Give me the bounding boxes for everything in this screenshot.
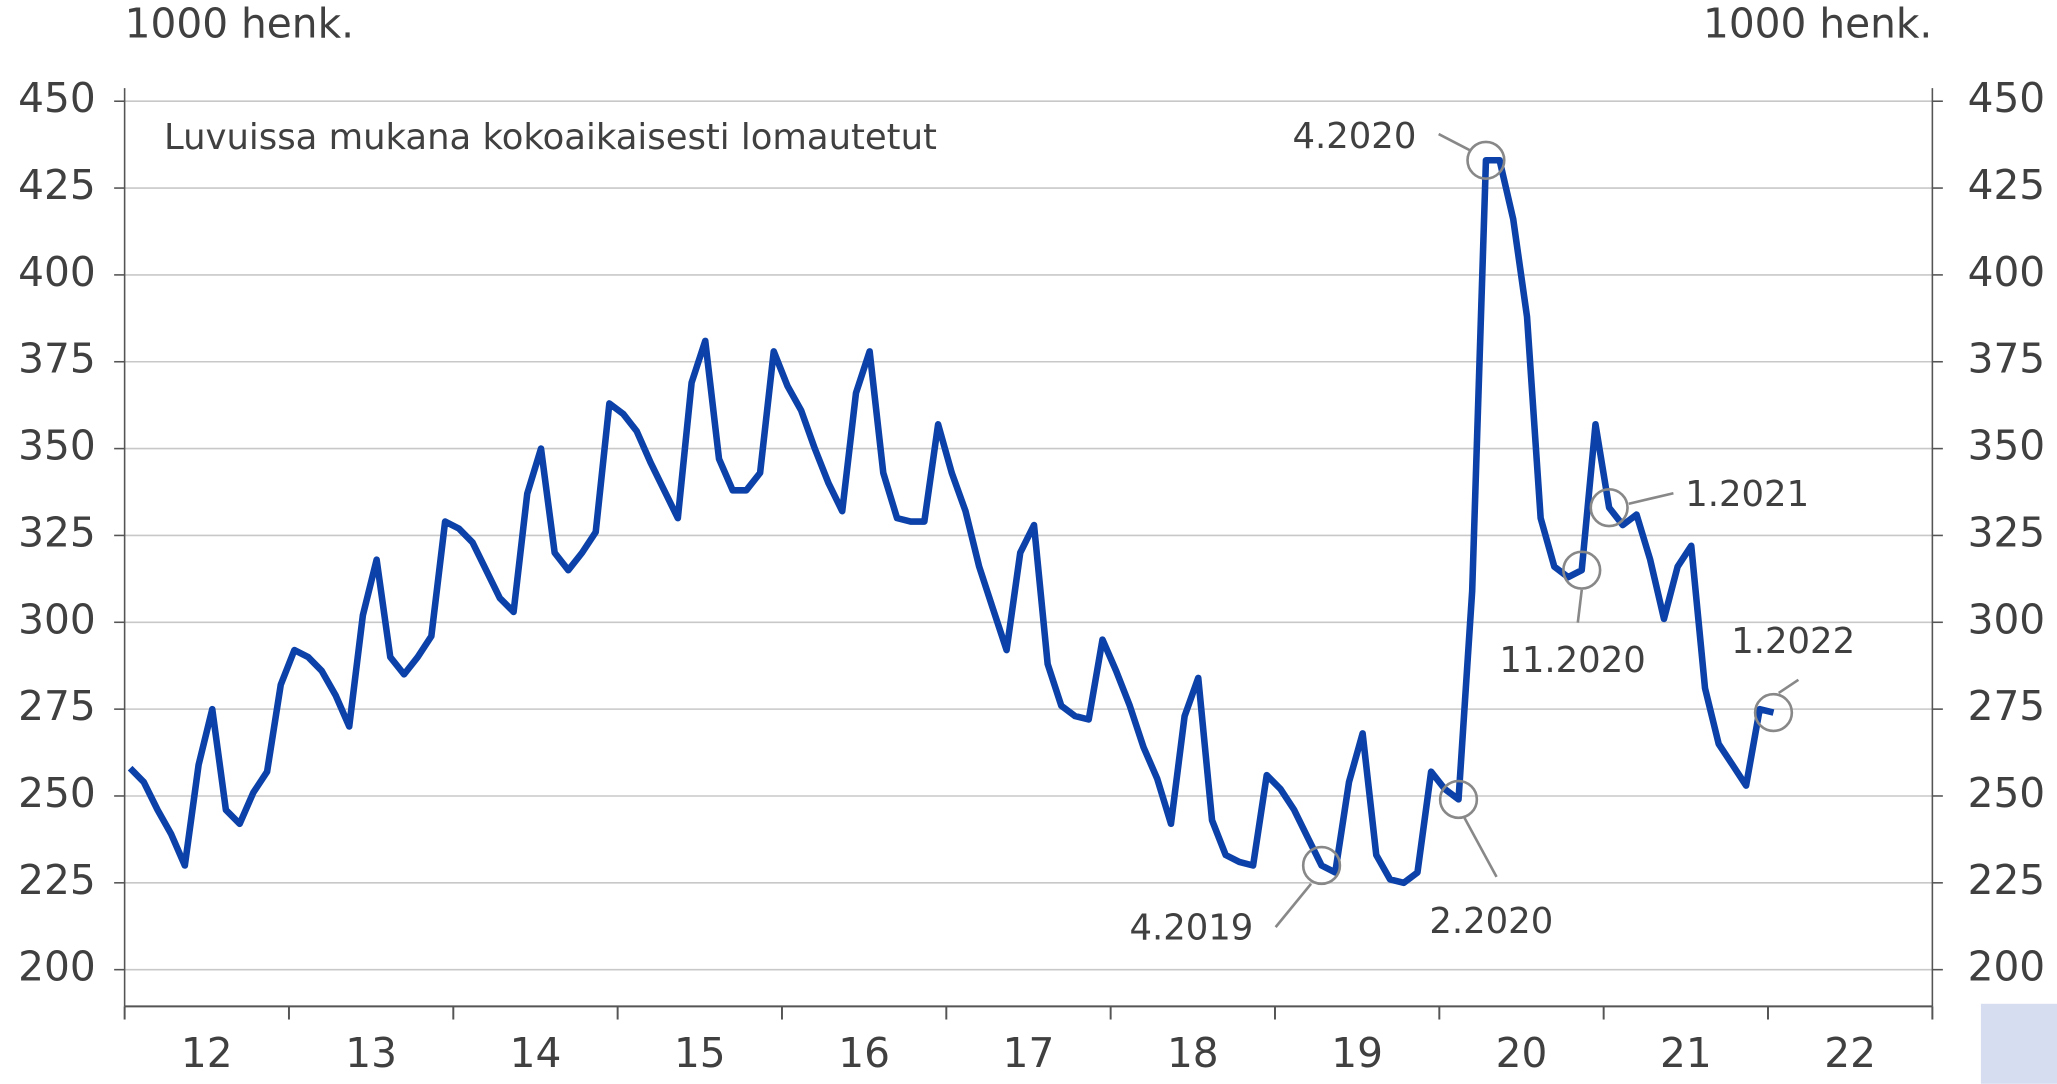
- y-axis-label: 1000 henk.: [125, 0, 354, 47]
- annotation-circle: [1562, 550, 1602, 590]
- x-tick-label: 18: [1167, 1029, 1219, 1077]
- x-tick-label: 21: [1660, 1029, 1712, 1077]
- annotation-label: 11.2020: [1499, 640, 1645, 681]
- y-tick-label: 400: [18, 248, 96, 296]
- x-tick-label: 19: [1331, 1029, 1383, 1077]
- annotation-circle: [1589, 487, 1629, 528]
- y-tick-label: 275: [18, 682, 96, 730]
- x-tick-label: 15: [674, 1029, 726, 1077]
- annotation-leader: [1628, 491, 1674, 505]
- annotation-leader: [1438, 132, 1473, 153]
- y2-axis-label: 1000 henk.: [1703, 0, 1932, 47]
- annotation-label: 4.2020: [1292, 116, 1416, 157]
- y-tick-label: 200: [18, 943, 96, 991]
- corner-decoration: [1980, 1003, 2057, 1084]
- y2-tick-label: 425: [1968, 161, 2046, 209]
- series-line: [127, 156, 1775, 887]
- y2-tick-label: 450: [1968, 74, 2046, 122]
- y-tick-label: 325: [18, 508, 96, 556]
- annotation-circle: [1753, 692, 1794, 733]
- y-tick-label: 375: [18, 335, 96, 383]
- y-tick-label: 300: [18, 595, 96, 643]
- annotation-circle: [1466, 140, 1506, 180]
- y2-tick-label: 275: [1968, 682, 2046, 730]
- annotation-leader: [1777, 678, 1800, 695]
- annotation-label: 4.2019: [1129, 908, 1253, 949]
- annotation-leader: [1274, 882, 1313, 928]
- y2-tick-label: 250: [1968, 769, 2046, 817]
- annotation-circle: [1438, 779, 1479, 820]
- y-tick-label: 450: [18, 74, 96, 122]
- y2-tick-label: 200: [1968, 943, 2046, 991]
- y2-tick-label: 225: [1968, 856, 2046, 904]
- y-tick-label: 250: [18, 769, 96, 817]
- y2-tick-label: 400: [1968, 248, 2046, 296]
- y2-tick-label: 350: [1968, 422, 2046, 470]
- annotation-label: 2.2020: [1429, 901, 1553, 942]
- y2-tick-label: 300: [1968, 595, 2046, 643]
- annotation-label: 1.2022: [1731, 621, 1855, 662]
- y2-tick-label: 375: [1968, 335, 2046, 383]
- y-tick-label: 350: [18, 422, 96, 470]
- x-tick-label: 17: [1003, 1029, 1055, 1077]
- annotation-circle: [1301, 845, 1342, 886]
- x-tick-label: 20: [1496, 1029, 1548, 1077]
- x-tick-label: 22: [1824, 1029, 1876, 1077]
- annotation-leader: [1462, 815, 1498, 878]
- y-tick-label: 225: [18, 856, 96, 904]
- annotation-leader: [1576, 589, 1584, 623]
- annotation-label: 1.2021: [1685, 474, 1809, 515]
- x-tick-label: 12: [181, 1029, 233, 1077]
- x-tick-label: 14: [510, 1029, 562, 1077]
- y-tick-label: 425: [18, 161, 96, 209]
- y2-tick-label: 325: [1968, 508, 2046, 556]
- x-tick-label: 13: [345, 1029, 397, 1077]
- subtitle: Luvuissa mukana kokoaikaisesti lomautetu…: [164, 117, 937, 158]
- x-tick-label: 16: [838, 1029, 890, 1077]
